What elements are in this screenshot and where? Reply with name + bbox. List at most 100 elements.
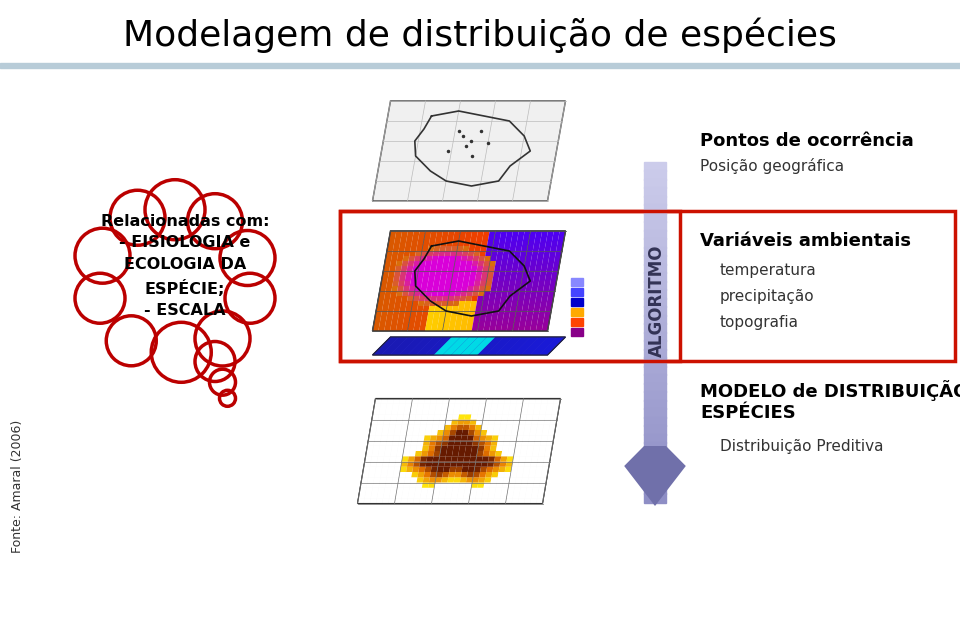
- Polygon shape: [393, 404, 399, 409]
- Polygon shape: [456, 425, 464, 430]
- Circle shape: [110, 190, 165, 246]
- Polygon shape: [483, 266, 490, 271]
- Polygon shape: [383, 301, 390, 306]
- Polygon shape: [419, 231, 425, 236]
- Polygon shape: [381, 399, 388, 404]
- Polygon shape: [496, 409, 503, 414]
- Bar: [644, 306, 666, 315]
- Polygon shape: [542, 462, 550, 467]
- Polygon shape: [426, 419, 434, 425]
- Polygon shape: [559, 231, 565, 236]
- Polygon shape: [456, 286, 463, 291]
- Text: Fonte: Amaral (2006): Fonte: Amaral (2006): [12, 419, 25, 553]
- Polygon shape: [470, 414, 478, 419]
- Polygon shape: [396, 326, 402, 331]
- Polygon shape: [435, 478, 443, 483]
- Polygon shape: [478, 478, 486, 483]
- Polygon shape: [418, 435, 424, 440]
- Polygon shape: [448, 472, 455, 478]
- Polygon shape: [498, 399, 505, 404]
- Polygon shape: [407, 266, 414, 271]
- Polygon shape: [377, 419, 384, 425]
- Polygon shape: [540, 445, 546, 451]
- Polygon shape: [408, 256, 415, 261]
- Polygon shape: [448, 435, 456, 440]
- Polygon shape: [506, 266, 513, 271]
- Circle shape: [209, 369, 235, 395]
- Polygon shape: [398, 246, 405, 251]
- Polygon shape: [387, 472, 394, 478]
- Polygon shape: [538, 286, 544, 291]
- Polygon shape: [507, 261, 514, 266]
- Polygon shape: [472, 404, 479, 409]
- Polygon shape: [495, 291, 502, 296]
- Polygon shape: [507, 291, 514, 296]
- Polygon shape: [447, 266, 454, 271]
- Polygon shape: [395, 425, 402, 430]
- Polygon shape: [483, 451, 490, 456]
- Polygon shape: [501, 291, 508, 296]
- Polygon shape: [379, 445, 386, 451]
- Polygon shape: [514, 286, 520, 291]
- Polygon shape: [389, 266, 396, 271]
- Polygon shape: [532, 451, 540, 456]
- Polygon shape: [528, 440, 535, 445]
- Polygon shape: [468, 251, 474, 256]
- Polygon shape: [492, 472, 498, 478]
- Polygon shape: [443, 472, 449, 478]
- Polygon shape: [524, 296, 531, 301]
- Polygon shape: [415, 414, 422, 419]
- Polygon shape: [424, 467, 432, 472]
- Polygon shape: [518, 231, 525, 236]
- Polygon shape: [507, 326, 514, 331]
- Polygon shape: [532, 488, 539, 493]
- Polygon shape: [521, 337, 548, 355]
- Polygon shape: [471, 483, 478, 488]
- Polygon shape: [495, 261, 502, 266]
- Polygon shape: [518, 493, 526, 498]
- Polygon shape: [524, 291, 532, 296]
- Polygon shape: [428, 409, 436, 414]
- Polygon shape: [515, 409, 521, 414]
- Polygon shape: [405, 472, 412, 478]
- Polygon shape: [483, 414, 490, 419]
- Polygon shape: [531, 256, 538, 261]
- Polygon shape: [464, 306, 470, 311]
- Polygon shape: [532, 316, 539, 321]
- Polygon shape: [431, 261, 438, 266]
- Bar: [644, 221, 666, 231]
- Polygon shape: [450, 425, 457, 430]
- Polygon shape: [401, 456, 409, 462]
- Polygon shape: [431, 467, 438, 472]
- Polygon shape: [396, 256, 403, 261]
- Polygon shape: [498, 276, 505, 281]
- Polygon shape: [512, 462, 518, 467]
- Polygon shape: [538, 251, 544, 256]
- Bar: [570, 278, 583, 286]
- Polygon shape: [464, 241, 470, 246]
- Polygon shape: [427, 316, 434, 321]
- Polygon shape: [377, 301, 384, 306]
- Polygon shape: [486, 399, 492, 404]
- Polygon shape: [490, 483, 496, 488]
- Polygon shape: [418, 236, 424, 241]
- Polygon shape: [387, 281, 394, 286]
- Polygon shape: [492, 435, 498, 440]
- Text: precipitação: precipitação: [720, 290, 815, 304]
- Polygon shape: [478, 409, 485, 414]
- Polygon shape: [468, 337, 495, 355]
- Polygon shape: [553, 399, 561, 404]
- Polygon shape: [449, 286, 456, 291]
- Polygon shape: [414, 291, 420, 296]
- Polygon shape: [395, 462, 401, 467]
- Polygon shape: [533, 409, 540, 414]
- Polygon shape: [484, 321, 491, 326]
- Polygon shape: [535, 435, 541, 440]
- Polygon shape: [380, 316, 387, 321]
- Polygon shape: [528, 241, 535, 246]
- Polygon shape: [492, 281, 498, 286]
- Polygon shape: [478, 256, 485, 261]
- Polygon shape: [504, 435, 511, 440]
- Polygon shape: [473, 286, 480, 291]
- Polygon shape: [477, 231, 484, 236]
